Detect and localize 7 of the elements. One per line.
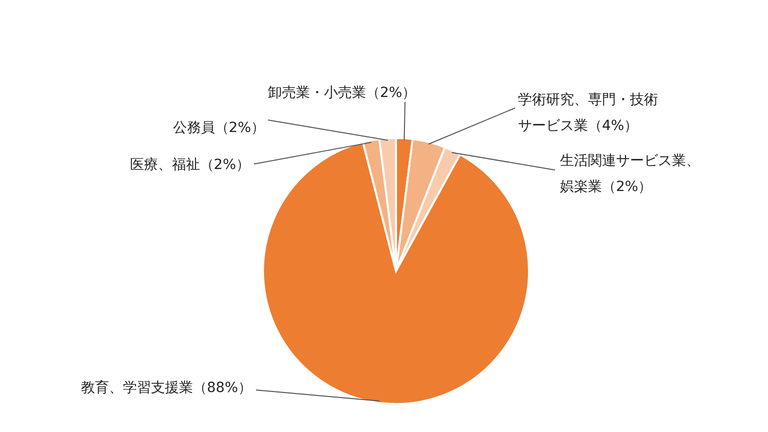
slice-label: 学術研究、専門・技術サービス業（4%）	[518, 92, 658, 134]
slice-label: 教育、学習支援業（88%）	[80, 379, 252, 396]
slice-label: 医療、福祉（2%）	[130, 157, 250, 173]
slice-label: 卸売業・小売業（2%）	[268, 85, 416, 101]
pie-slice	[262, 141, 530, 405]
slice-label: 生活関連サービス業、娯楽業（2%）	[560, 153, 700, 195]
slice-label: 公務員（2%）	[172, 120, 265, 136]
